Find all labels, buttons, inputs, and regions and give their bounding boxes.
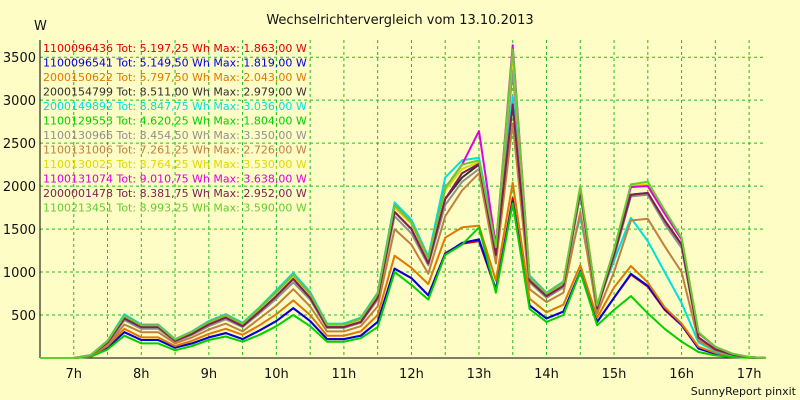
x-tick-label: 8h <box>133 367 150 382</box>
series-line <box>40 200 767 359</box>
y-tick-label: 1000 <box>3 266 36 281</box>
legend-entry: 1100130025 Tot: 8.764,25 Wh Max: 3.530,0… <box>43 158 307 171</box>
series-lines <box>40 44 767 359</box>
legend: 1100096436 Tot: 5.197,25 Wh Max: 1.863,0… <box>43 42 307 215</box>
y-axis-unit-label: W <box>34 19 47 34</box>
series-line <box>40 122 767 359</box>
axes: 500 1000 1500 2000 2500 3000 3500 7h 8h 9h 10h 11h 1… <box>3 40 766 382</box>
x-tick-label: 14h <box>534 367 559 382</box>
series-line <box>40 103 767 359</box>
series-line <box>40 48 767 359</box>
legend-entry: 1100096436 Tot: 5.197,25 Wh Max: 1.863,0… <box>43 42 307 55</box>
x-tick-label: 16h <box>669 367 694 382</box>
x-tick-label: 10h <box>264 367 289 382</box>
y-tick-label: 2000 <box>3 180 36 195</box>
legend-entry: 1100131074 Tot: 9.010,75 Wh Max: 3.638,0… <box>43 173 307 186</box>
x-tick-label: 13h <box>467 367 492 382</box>
legend-entry: 1100131006 Tot: 7.261,25 Wh Max: 2.726,0… <box>43 144 307 157</box>
series-line <box>40 181 767 359</box>
legend-entry: 1100130966 Tot: 8.454,50 Wh Max: 3.350,0… <box>43 129 307 142</box>
legend-entry: 1100096541 Tot: 5.149,50 Wh Max: 1.819,0… <box>43 57 307 70</box>
x-tick-label: 11h <box>332 367 357 382</box>
x-tick-label: 17h <box>737 367 762 382</box>
series-line <box>40 69 767 359</box>
legend-entry: 1100213451 Tot: 8.993,25 Wh Max: 3.590,0… <box>43 202 307 215</box>
chart-title: Wechselrichtervergleich vom 13.10.2013 <box>266 13 533 28</box>
x-tick-label: 9h <box>201 367 218 382</box>
legend-entry: 1100129553 Tot: 4.620,25 Wh Max: 1.804,0… <box>43 115 307 128</box>
y-tick-label: 500 <box>11 309 36 324</box>
grid-lines <box>39 40 766 358</box>
legend-entry: 2000154799 Tot: 8.511,00 Wh Max: 2.979,0… <box>43 86 307 99</box>
x-tick-label: 15h <box>602 367 627 382</box>
x-tick-label: 7h <box>66 367 83 382</box>
legend-entry: 2000150622 Tot: 5.797,50 Wh Max: 2.043,0… <box>43 71 307 84</box>
footer-credit: SunnyReport pinxit <box>691 385 797 398</box>
series-line <box>40 202 767 359</box>
y-tick-label: 1500 <box>3 223 36 238</box>
legend-entry: 2000001478 Tot: 8.381,75 Wh Max: 2.952,0… <box>43 187 307 200</box>
legend-entry: 2000149892 Tot: 8.847,75 Wh Max: 3.036,0… <box>43 100 307 113</box>
x-tick-label: 12h <box>399 367 424 382</box>
y-tick-label: 3500 <box>3 51 36 66</box>
y-tick-label: 3000 <box>3 94 36 109</box>
y-tick-label: 2500 <box>3 137 36 152</box>
